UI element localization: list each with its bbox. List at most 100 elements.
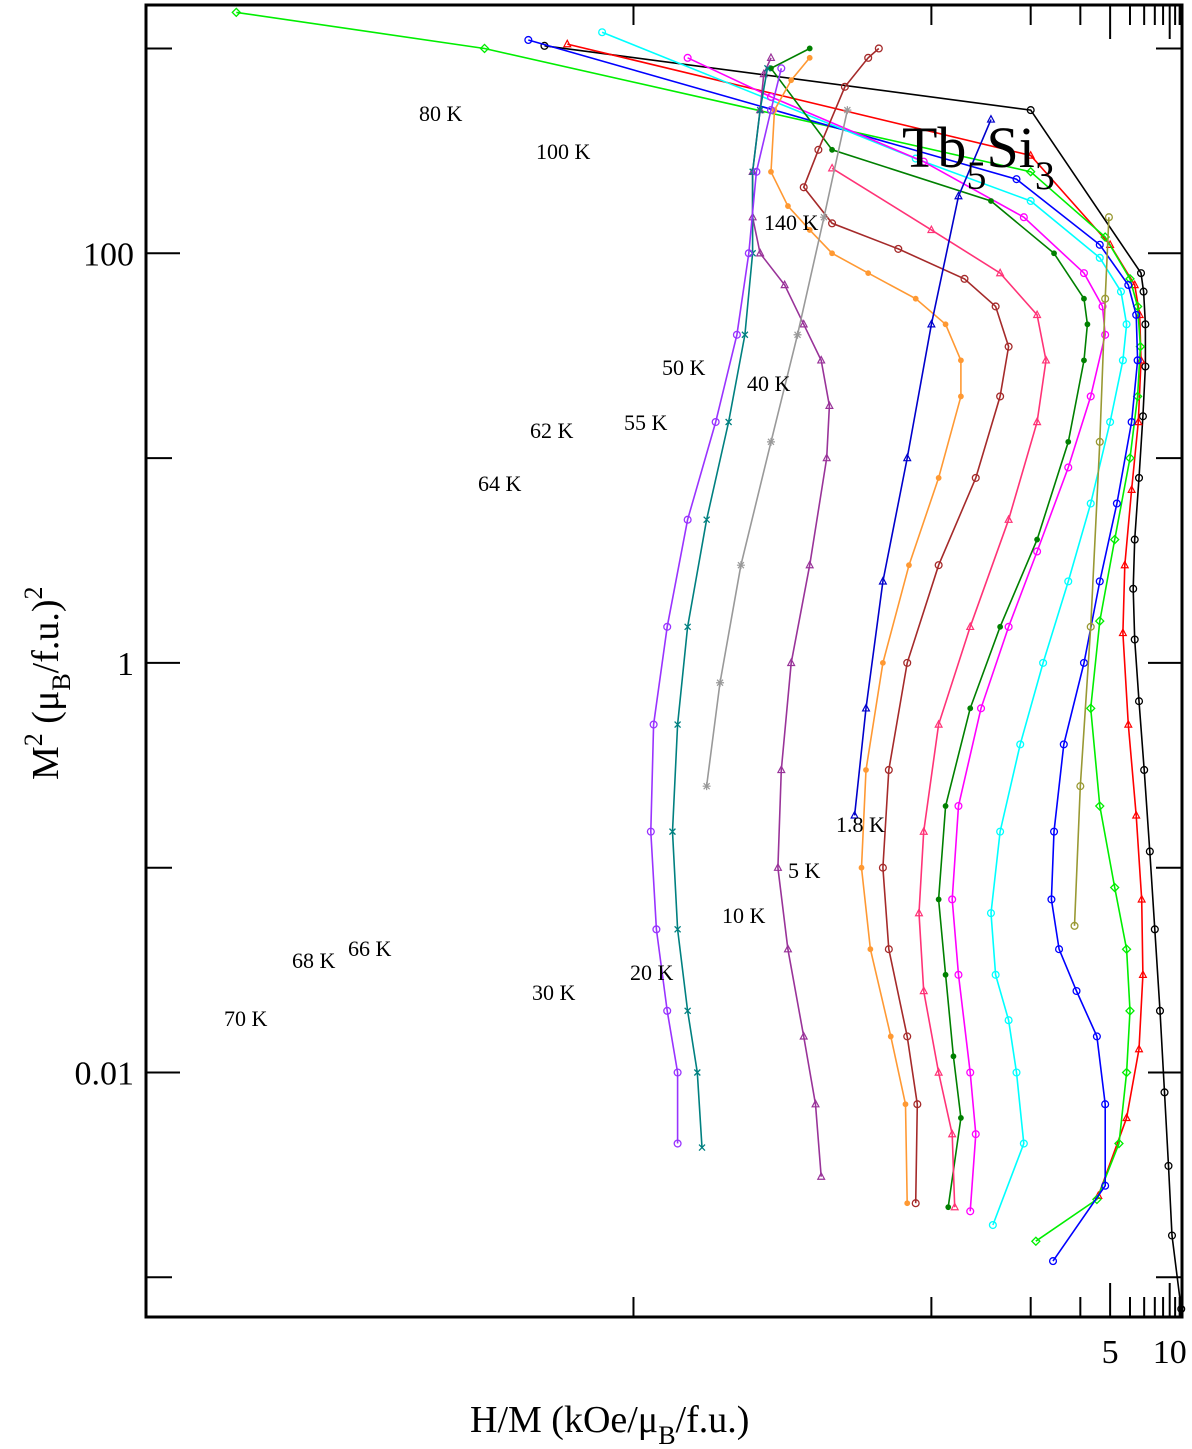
data-point — [698, 1144, 706, 1152]
data-point — [1079, 269, 1089, 278]
data-point — [1125, 273, 1135, 284]
data-point — [988, 1220, 997, 1230]
data-point — [1125, 453, 1135, 463]
data-point — [649, 720, 658, 729]
data-point — [1081, 357, 1087, 364]
data-point — [1030, 1236, 1041, 1247]
data-point — [878, 576, 888, 585]
data-point — [850, 810, 859, 819]
data-point — [1121, 1067, 1132, 1078]
x-tick-label: 10 — [1153, 1334, 1187, 1371]
data-point — [858, 864, 865, 871]
series-line — [601, 31, 1128, 1226]
data-point — [1133, 356, 1142, 365]
data-point — [960, 274, 969, 283]
data-point — [934, 1067, 944, 1076]
data-point — [799, 183, 808, 192]
data-point — [996, 392, 1005, 401]
data-point — [996, 827, 1005, 836]
data-point — [1070, 921, 1079, 930]
data-point — [1114, 1138, 1124, 1149]
curve-label: 30 K — [532, 980, 576, 1005]
data-point — [1095, 253, 1104, 262]
data-point — [843, 106, 852, 115]
data-point — [683, 53, 692, 62]
data-point — [991, 302, 1000, 311]
data-point — [1123, 719, 1133, 728]
y-axis-title: M2 (μB/f.u.)2 — [19, 586, 76, 780]
data-point — [914, 908, 924, 917]
data-point — [884, 765, 893, 775]
data-point — [945, 1204, 952, 1211]
data-point — [806, 227, 813, 233]
data-point — [1084, 321, 1091, 328]
data-point — [1079, 658, 1089, 667]
data-point — [1012, 1068, 1021, 1077]
data-point — [1032, 309, 1042, 319]
data-point — [986, 909, 996, 918]
curve-label: 100 K — [536, 139, 591, 164]
data-point — [1026, 150, 1036, 159]
data-point — [752, 167, 761, 176]
data-point — [763, 64, 771, 72]
data-point — [958, 1115, 964, 1121]
curve-label: 62 K — [530, 418, 574, 443]
data-point — [911, 1199, 920, 1208]
data-point — [966, 1207, 975, 1216]
data-point — [768, 168, 774, 175]
data-point — [652, 925, 661, 934]
series-line — [687, 57, 1107, 1212]
data-point — [1139, 287, 1148, 296]
data-point — [799, 1031, 809, 1040]
data-point — [663, 1006, 672, 1015]
data-point — [1130, 279, 1140, 289]
data-point — [1130, 635, 1139, 644]
data-point — [674, 925, 682, 933]
data-point — [919, 985, 929, 995]
data-point — [524, 35, 533, 45]
data-point — [1086, 392, 1095, 401]
curve-label: 10 K — [722, 903, 766, 928]
data-point — [814, 145, 823, 154]
data-point — [902, 452, 912, 462]
data-point — [935, 896, 942, 903]
series-55-k — [827, 163, 1051, 1211]
data-point — [1032, 416, 1042, 426]
data-point — [884, 945, 893, 954]
data-point — [1086, 622, 1095, 631]
data-point — [867, 946, 874, 953]
data-point — [865, 270, 872, 277]
data-point — [1124, 280, 1133, 290]
data-point — [1125, 1005, 1135, 1016]
series-5-k — [562, 39, 1148, 1200]
data-point — [663, 622, 672, 631]
curve-label: 40 K — [747, 371, 791, 396]
data-point — [1072, 986, 1081, 996]
series-line — [853, 119, 992, 816]
data-point — [1150, 925, 1159, 934]
data-point — [863, 767, 869, 773]
data-point — [1016, 740, 1025, 749]
data-point — [1034, 536, 1040, 543]
series-40-k — [683, 53, 1110, 1216]
data-point — [793, 330, 802, 339]
data-point — [954, 191, 963, 200]
data-point — [887, 1033, 894, 1040]
data-point — [903, 658, 912, 667]
data-point — [1026, 196, 1035, 206]
series-line — [769, 47, 1089, 1208]
series-80-k — [702, 106, 852, 791]
data-point — [668, 828, 676, 836]
data-point — [1129, 584, 1138, 593]
data-point — [1101, 330, 1110, 339]
data-point — [1025, 166, 1036, 177]
data-point — [673, 1139, 682, 1148]
data-point — [919, 826, 929, 835]
curve-label: 68 K — [292, 948, 336, 973]
data-point — [806, 45, 813, 52]
series-line — [528, 39, 1139, 1262]
data-point — [766, 52, 776, 62]
series-line — [671, 68, 769, 1148]
data-point — [879, 659, 886, 666]
